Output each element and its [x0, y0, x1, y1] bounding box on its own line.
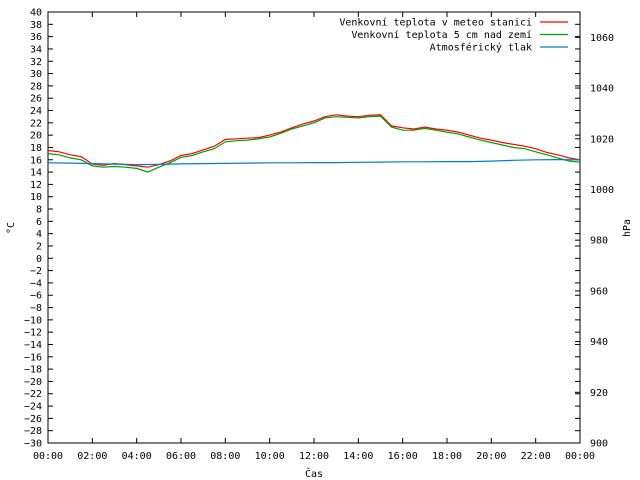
y-tick-label: −30 — [24, 439, 42, 450]
y2-tick-label: 940 — [590, 337, 608, 348]
series-line-3 — [47, 158, 581, 166]
legend: Venkovní teplota v meteo staniciVenkovní… — [339, 17, 568, 54]
x-tick-label: 20:00 — [476, 451, 506, 462]
y-tick-label: 28 — [30, 81, 42, 92]
y-tick-label: 4 — [36, 229, 42, 240]
x-tick-label: 08:00 — [210, 451, 240, 462]
y-tick-label: 18 — [30, 143, 42, 154]
y-tick-label: 32 — [30, 57, 42, 68]
y-tick-label: 12 — [30, 180, 42, 191]
axes-layer: 4038363432302826242220181614121086420−2−… — [24, 8, 614, 463]
y-tick-label: −16 — [24, 352, 42, 363]
y2-axis-title: hPa — [622, 219, 633, 237]
y-tick-label: 8 — [36, 205, 42, 216]
y-axis-title: °C — [6, 222, 17, 234]
y-tick-label: −14 — [24, 340, 42, 351]
x-tick-label: 02:00 — [77, 451, 107, 462]
series-line-2 — [47, 115, 581, 173]
y-tick-label: −2 — [30, 266, 42, 277]
x-tick-label: 10:00 — [255, 451, 285, 462]
y-tick-label: 24 — [30, 106, 42, 117]
y-tick-label: −4 — [30, 278, 42, 289]
series-line-1 — [47, 114, 581, 168]
y2-tick-label: 900 — [590, 439, 608, 450]
x-tick-label: 14:00 — [343, 451, 373, 462]
y2-tick-label: 1020 — [590, 134, 614, 145]
y2-tick-label: 960 — [590, 286, 608, 297]
x-tick-label: 06:00 — [166, 451, 196, 462]
y-tick-label: −12 — [24, 328, 42, 339]
y2-tick-label: 1060 — [590, 33, 614, 44]
y-tick-label: −18 — [24, 365, 42, 376]
y-tick-label: 38 — [30, 20, 42, 31]
y-tick-label: 40 — [30, 8, 42, 19]
y-tick-label: 36 — [30, 32, 42, 43]
y2-tick-label: 1040 — [590, 84, 614, 95]
y-tick-label: −26 — [24, 414, 42, 425]
y-tick-label: −8 — [30, 303, 42, 314]
x-tick-label: 04:00 — [122, 451, 152, 462]
y-tick-label: 26 — [30, 94, 42, 105]
y2-tick-label: 1000 — [590, 185, 614, 196]
x-tick-label: 00:00 — [565, 451, 595, 462]
y-tick-label: −6 — [30, 291, 42, 302]
y-tick-label: −22 — [24, 389, 42, 400]
x-tick-label: 12:00 — [299, 451, 329, 462]
y2-tick-label: 980 — [590, 236, 608, 247]
y-tick-label: −24 — [24, 402, 42, 413]
x-tick-label: 22:00 — [521, 451, 551, 462]
x-tick-label: 00:00 — [33, 451, 63, 462]
legend-label-2: Venkovní teplota 5 cm nad zemí — [351, 29, 532, 41]
x-axis-title: Čas — [305, 467, 323, 480]
y2-tick-label: 920 — [590, 388, 608, 399]
x-tick-label: 18:00 — [432, 451, 462, 462]
y-tick-label: 20 — [30, 131, 42, 142]
y-tick-label: −28 — [24, 426, 42, 437]
y-tick-label: 6 — [36, 217, 42, 228]
y-tick-label: 30 — [30, 69, 42, 80]
y-tick-label: 2 — [36, 241, 42, 252]
x-tick-label: 16:00 — [388, 451, 418, 462]
y-tick-label: 22 — [30, 118, 42, 129]
legend-label-1: Venkovní teplota v meteo stanici — [339, 17, 532, 29]
series-layer — [47, 114, 581, 173]
y-tick-label: 16 — [30, 155, 42, 166]
y-tick-label: −20 — [24, 377, 42, 388]
y-tick-label: 10 — [30, 192, 42, 203]
legend-label-3: Atmosférický tlak — [430, 42, 532, 54]
y-tick-label: −10 — [24, 315, 42, 326]
y-tick-label: 14 — [30, 168, 42, 179]
y-tick-label: 34 — [30, 44, 42, 55]
y-tick-label: 0 — [36, 254, 42, 265]
